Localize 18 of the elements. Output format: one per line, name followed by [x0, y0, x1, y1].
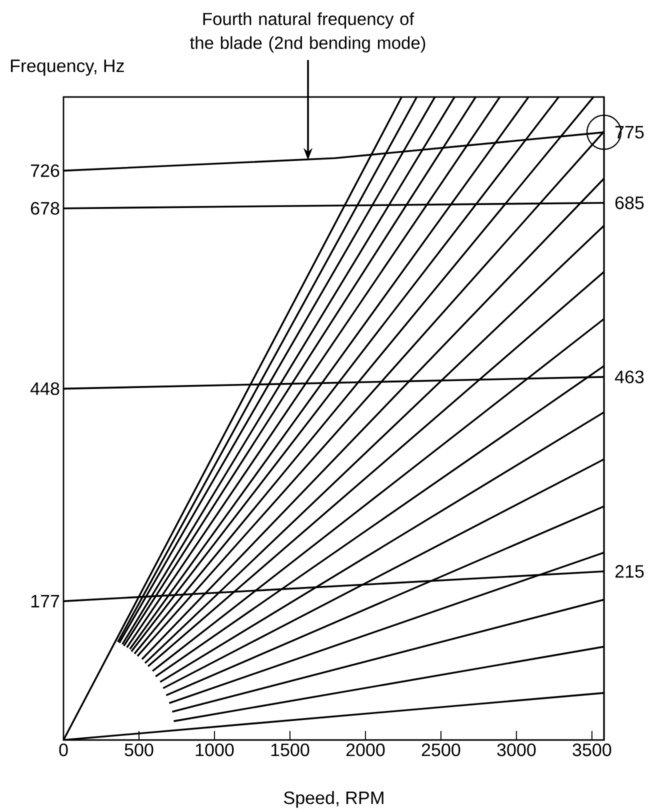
x-tick-label: 3500 [572, 744, 612, 756]
x-tick-label: 3000 [497, 744, 536, 756]
x-tick-label: 0 [59, 744, 68, 756]
y-tick-label: 448 [30, 382, 60, 396]
y-axis-title: Frequency, Hz [10, 60, 124, 76]
y-tick-label: 678 [30, 202, 60, 215]
y-tick-label: 177 [31, 595, 60, 608]
y2-tick-label: 685 [615, 196, 644, 210]
x-tick-label: 500 [124, 744, 154, 756]
x-axis-title: Speed, RPM [284, 791, 384, 808]
x-tick-label: 2000 [346, 744, 385, 756]
y-tick-label: 726 [30, 164, 60, 178]
y2-tick-label: 463 [614, 370, 644, 384]
y2-tick-label: 215 [615, 565, 644, 578]
x-tick-label: 2500 [422, 744, 460, 756]
text: Fourth natural frequency of the blade (2nd bending mode) [190, 12, 426, 52]
x-tick-label: 1000 [196, 744, 234, 756]
x-tick-label: 1500 [271, 744, 310, 756]
